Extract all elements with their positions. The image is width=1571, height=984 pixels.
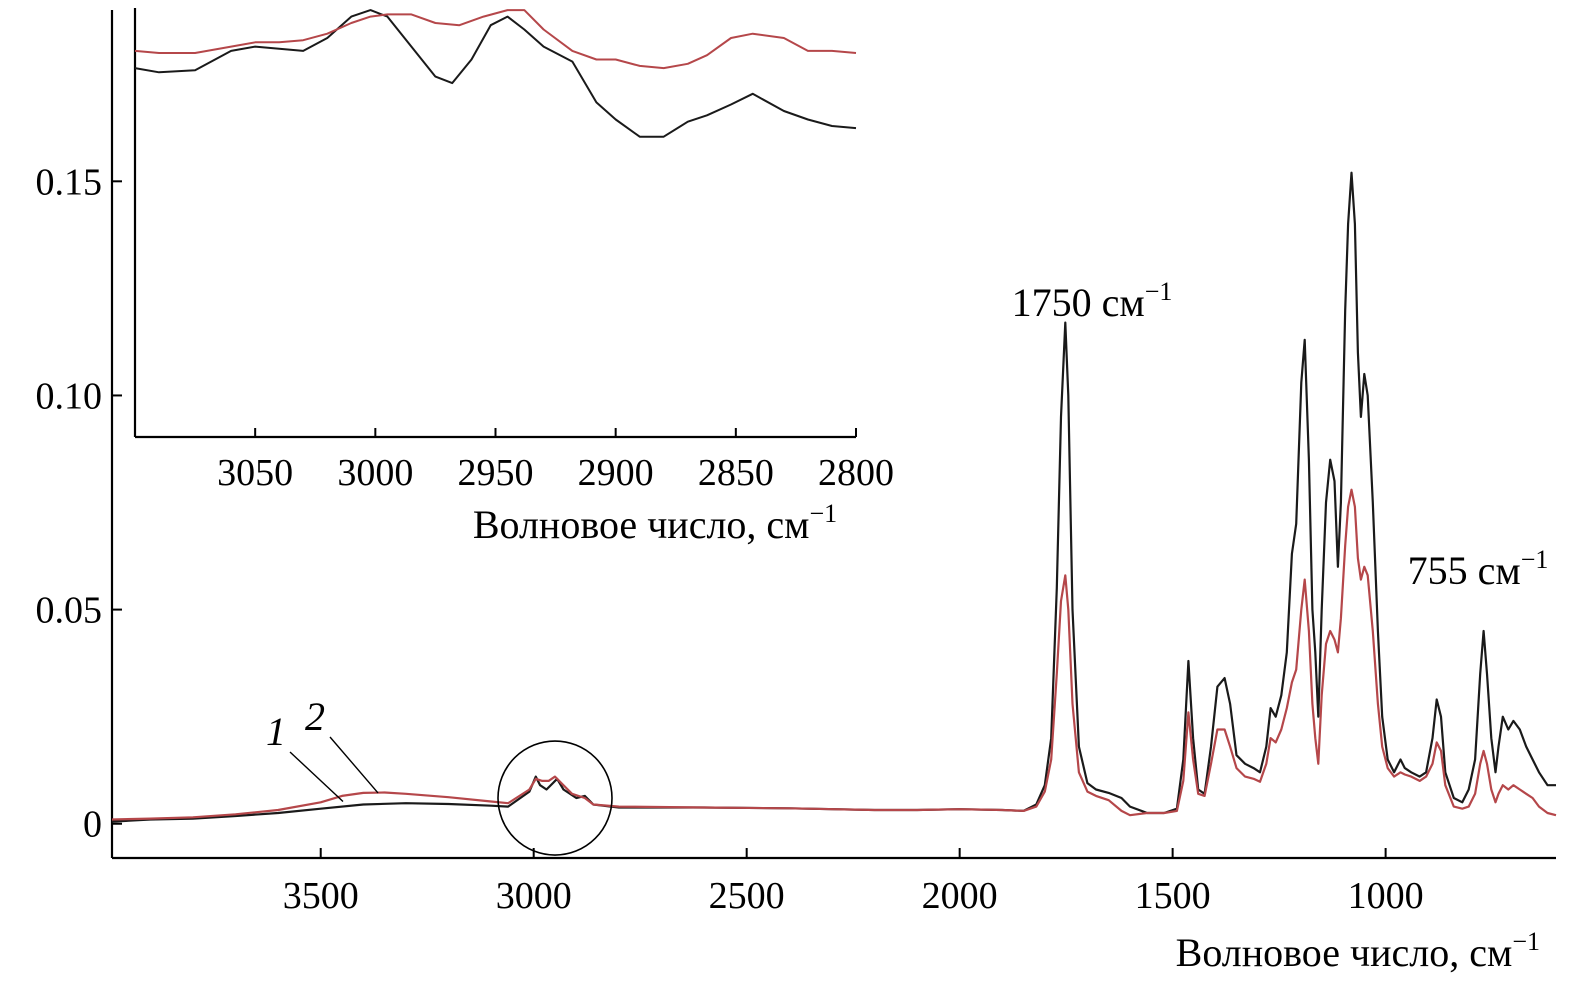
series-2-line — [111, 488, 1557, 821]
inset-x-tick-label: 2800 — [818, 452, 894, 494]
x-tick-label: 3500 — [283, 875, 359, 917]
inset-series-1-line — [134, 9, 857, 138]
annotation-1750-superscript: −1 — [1145, 277, 1173, 306]
x-tick-label: 1500 — [1135, 875, 1211, 917]
x-axis-title-superscript: −1 — [1512, 927, 1540, 956]
x-axis-title: Волновое число, см−1 — [1176, 927, 1540, 975]
inset-x-tick-label: 2850 — [698, 452, 774, 494]
inset-x-tick-label: 2900 — [578, 452, 654, 494]
inset-series-2-line — [134, 9, 857, 70]
x-tick-label: 3000 — [496, 875, 572, 917]
y-tick-label: 0.05 — [36, 590, 103, 632]
y-tick-label: 0.10 — [36, 375, 103, 417]
curve-label-1-leader — [289, 751, 344, 802]
x-axis-title-text: Волновое число, см — [1176, 930, 1513, 975]
curve-label-1: 1 — [266, 709, 286, 754]
annotation-755-superscript: −1 — [1521, 545, 1549, 574]
inset-x-tick-label: 3050 — [217, 452, 293, 494]
annotation-1750: 1750 см−1 — [1012, 277, 1173, 325]
annotation-1750-text: 1750 см — [1012, 280, 1145, 325]
inset-x-tick-label: 3000 — [337, 452, 413, 494]
inset-x-axis-title: Волновое число, см−1 — [473, 499, 837, 547]
curve-label-2: 2 — [305, 694, 325, 739]
inset-x-axis-title-text: Волновое число, см — [473, 502, 810, 547]
annotation-755-text: 755 см — [1408, 548, 1521, 593]
x-tick-label: 1000 — [1348, 875, 1424, 917]
zoom-circle — [497, 740, 613, 856]
series-1-line — [111, 171, 1556, 823]
inset-x-axis-title-superscript: −1 — [810, 499, 838, 528]
main-plot: 3500 3000 2500 2000 1500 1000 0 0.05 0.10 0.15 Вол… — [36, 10, 1557, 975]
y-tick-label: 0 — [83, 804, 102, 846]
curve-label-2-leader — [329, 736, 379, 794]
annotation-755: 755 см−1 — [1408, 545, 1549, 593]
y-tick-label: 0.15 — [36, 161, 103, 203]
x-tick-label: 2000 — [922, 875, 998, 917]
x-tick-label: 2500 — [709, 875, 785, 917]
inset-x-tick-label: 2950 — [458, 452, 534, 494]
